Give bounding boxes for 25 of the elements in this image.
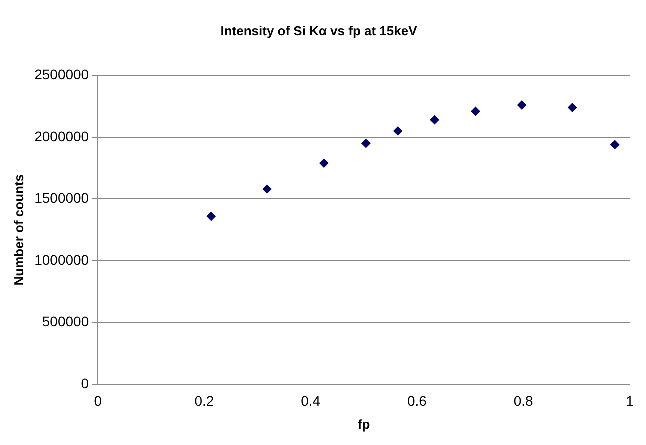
y-tick-label: 2000000 <box>34 128 90 144</box>
point <box>362 139 371 148</box>
x-axis-title: fp <box>358 416 370 432</box>
point <box>394 126 403 136</box>
x-tick-label: 0.2 <box>194 392 214 409</box>
x-tick-label: 0.6 <box>408 392 428 409</box>
y-axis-title: Number of counts <box>11 174 26 286</box>
point <box>610 140 620 150</box>
point <box>568 103 578 112</box>
x-tick-label: 0 <box>94 392 102 409</box>
y-tick-label: 1000000 <box>34 252 90 268</box>
y-tick-label: 0 <box>81 375 90 392</box>
point <box>262 184 272 194</box>
x-tick-label: 0.8 <box>514 392 534 409</box>
x-tick-label: 1 <box>626 392 634 409</box>
point <box>320 158 329 168</box>
chart-title: Intensity of Si Kα vs fp at 15keV <box>220 23 418 38</box>
y-tick-label: 500000 <box>42 314 90 330</box>
point <box>206 212 216 222</box>
x-tick-label: 0.4 <box>301 392 321 409</box>
point <box>430 116 440 125</box>
y-tick-label: 2500000 <box>34 66 90 82</box>
y-tick-label: 1500000 <box>34 190 90 206</box>
point <box>471 106 480 116</box>
point <box>518 100 527 110</box>
